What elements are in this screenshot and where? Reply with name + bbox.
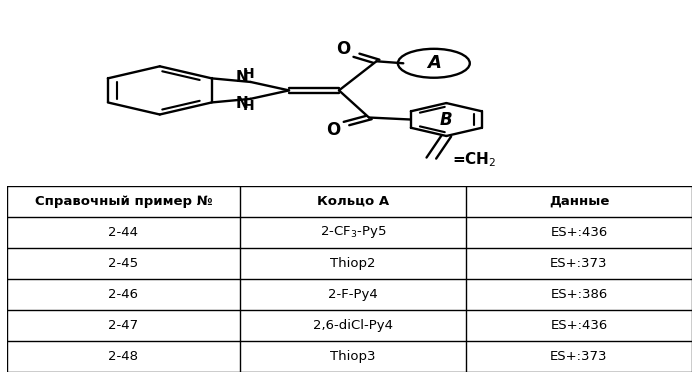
Text: 2-44: 2-44 (108, 226, 138, 239)
Text: Кольцо А: Кольцо А (317, 195, 389, 208)
Text: 2-F-Py4: 2-F-Py4 (328, 288, 377, 301)
Text: Данные: Данные (549, 195, 609, 208)
Text: B: B (440, 110, 453, 128)
Text: O: O (336, 40, 350, 58)
Text: ES+:436: ES+:436 (550, 319, 607, 332)
Text: N: N (236, 96, 248, 111)
Text: ES+:436: ES+:436 (550, 226, 607, 239)
Text: =CH$_2$: =CH$_2$ (452, 150, 496, 169)
Text: 2-48: 2-48 (108, 350, 138, 363)
Text: 2-45: 2-45 (108, 257, 138, 270)
Text: Справочный пример №: Справочный пример № (35, 195, 212, 208)
Text: ES+:373: ES+:373 (550, 257, 607, 270)
Text: 2-47: 2-47 (108, 319, 138, 332)
Text: O: O (326, 121, 340, 138)
Text: Thiop3: Thiop3 (330, 350, 375, 363)
Text: H: H (243, 99, 254, 113)
Text: N: N (236, 70, 248, 85)
Text: H: H (243, 67, 254, 81)
Text: ES+:386: ES+:386 (550, 288, 607, 301)
Text: 2-CF$_3$-Py5: 2-CF$_3$-Py5 (319, 224, 386, 241)
Text: ES+:373: ES+:373 (550, 350, 607, 363)
Text: 2,6-diCl-Py4: 2,6-diCl-Py4 (313, 319, 393, 332)
Text: 2-46: 2-46 (108, 288, 138, 301)
Text: A: A (427, 54, 441, 72)
Text: Thiop2: Thiop2 (330, 257, 375, 270)
